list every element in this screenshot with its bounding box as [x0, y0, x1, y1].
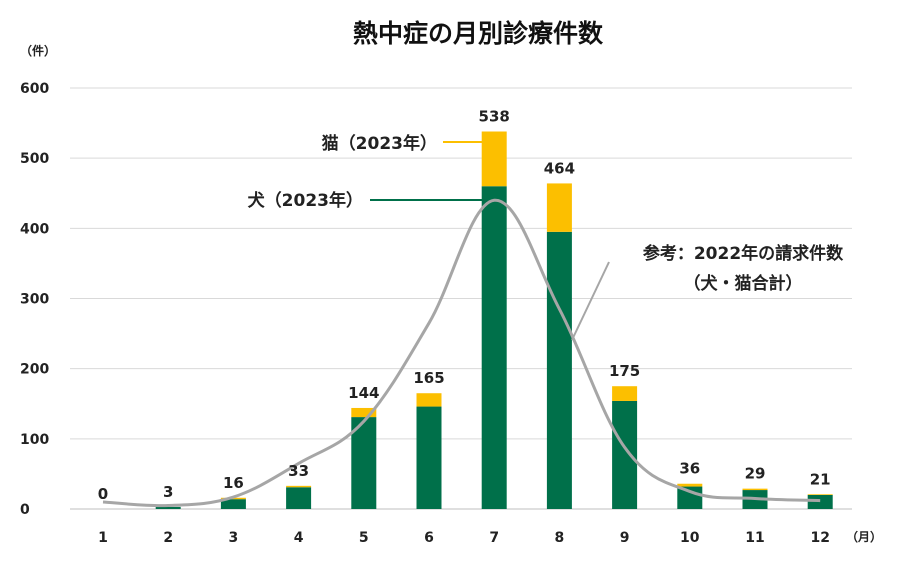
y-tick-label: 500	[20, 151, 49, 167]
legend-annotations: 猫（2023年） 犬（2023年） 参考：2022年の請求件数 （犬・猫合計）	[248, 133, 844, 341]
total-label-10: 36	[679, 460, 700, 478]
bar-dog-5	[351, 417, 377, 509]
bar-cat-4	[286, 485, 312, 488]
bar-cat-8	[546, 183, 572, 232]
bar-cat-10	[677, 483, 703, 487]
x-tick-label: 9	[620, 530, 630, 546]
bar-cat-12	[807, 494, 833, 495]
bar-cat-9	[612, 386, 638, 401]
x-tick-label: 10	[680, 530, 700, 546]
legend-dog-label: 犬（2023年）	[248, 190, 363, 211]
x-tick-label: 8	[555, 530, 565, 546]
total-label-3: 16	[223, 474, 244, 492]
total-label-11: 29	[745, 465, 766, 483]
bar-dog-2	[155, 506, 181, 509]
gridlines	[70, 87, 852, 510]
x-tick-label: 4	[294, 530, 304, 546]
x-tick-labels: 1 2 3 4 5 6 7 8 9 10 11 12	[98, 530, 830, 546]
bar-dog-6	[416, 406, 442, 509]
y-tick-label: 200	[20, 362, 49, 378]
chart-title: 熱中症の月別診療件数	[353, 19, 604, 48]
total-label-5: 144	[348, 384, 379, 402]
bar-cat-6	[416, 393, 442, 407]
x-tick-label: 11	[745, 530, 764, 546]
legend-reference-label: 参考：2022年の請求件数	[643, 243, 844, 264]
legend-reference-sublabel: （犬・猫合計）	[684, 273, 803, 294]
y-tick-label: 600	[20, 81, 49, 97]
x-axis-unit: （月）	[846, 529, 882, 544]
bar-cat-5	[351, 407, 377, 418]
total-label-2: 3	[163, 483, 173, 501]
x-tick-label: 7	[489, 530, 499, 546]
bar-cat-7	[481, 131, 507, 187]
total-label-9: 175	[609, 362, 640, 380]
x-tick-label: 6	[424, 530, 434, 546]
legend-cat-label: 猫（2023年）	[322, 133, 437, 154]
y-tick-label: 0	[20, 502, 30, 518]
data-labels: 0 3 16 33 144 165 538 464 175 36 29 21	[98, 108, 831, 503]
bars	[155, 131, 833, 509]
total-label-8: 464	[544, 159, 575, 177]
x-tick-label: 5	[359, 530, 369, 546]
y-tick-label: 400	[20, 221, 49, 237]
total-label-4: 33	[288, 462, 309, 480]
x-tick-label: 12	[810, 530, 829, 546]
x-tick-label: 3	[229, 530, 239, 546]
total-label-1: 0	[98, 485, 108, 503]
bar-dog-3	[220, 499, 246, 509]
line-2022-reference	[102, 198, 821, 508]
line-series	[102, 198, 821, 508]
bar-dog-8	[546, 231, 572, 509]
y-tick-labels: 0 100 200 300 400 500 600	[20, 81, 49, 518]
total-label-12: 21	[810, 470, 831, 488]
total-label-7: 538	[479, 108, 510, 126]
bar-cat-11	[742, 488, 768, 491]
total-label-6: 165	[413, 369, 444, 387]
bar-dog-12	[807, 494, 833, 509]
y-tick-label: 100	[20, 432, 49, 448]
y-axis-unit: （件）	[20, 43, 56, 58]
bar-dog-7	[481, 186, 507, 509]
y-tick-label: 300	[20, 292, 49, 308]
bar-dog-9	[612, 400, 638, 509]
legend-reference-leader	[571, 261, 610, 341]
x-tick-label: 1	[98, 530, 108, 546]
bar-dog-4	[286, 487, 312, 509]
x-tick-label: 2	[163, 530, 173, 546]
